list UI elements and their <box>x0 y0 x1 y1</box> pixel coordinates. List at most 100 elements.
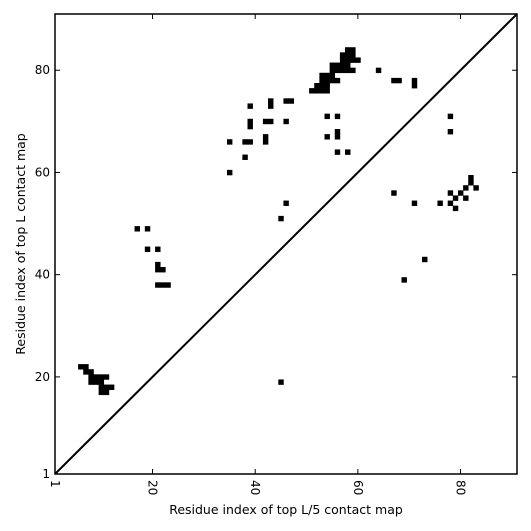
contact-point <box>339 62 346 68</box>
contact-point <box>262 134 269 140</box>
contact-point <box>319 83 325 89</box>
contact-point <box>88 374 94 380</box>
contact-point <box>103 374 110 380</box>
contact-point <box>262 118 269 125</box>
contact-point <box>283 200 289 206</box>
contact-point <box>83 364 89 370</box>
contact-point <box>452 195 459 201</box>
contact-point <box>350 47 356 53</box>
x-tick-label: 20 <box>146 480 160 495</box>
contact-point <box>324 83 330 89</box>
contact-point <box>324 88 330 94</box>
contact-point <box>319 77 325 84</box>
contact-point <box>268 118 274 125</box>
contact-point <box>350 67 356 74</box>
contact-point <box>98 379 105 385</box>
plot-frame <box>54 13 518 475</box>
contact-point <box>463 195 469 201</box>
contact-point <box>345 47 351 53</box>
contact-point <box>155 246 161 252</box>
contact-point <box>345 62 351 68</box>
y-tick-label: 1 <box>42 467 50 481</box>
contact-point <box>391 190 397 196</box>
contact-point <box>144 246 151 252</box>
contact-point <box>329 62 336 68</box>
contact-point <box>334 129 341 135</box>
contact-point <box>160 282 166 288</box>
contact-point <box>103 384 110 390</box>
contact-point <box>334 134 341 140</box>
contact-point <box>329 72 336 79</box>
contact-point <box>329 67 336 74</box>
contact-point <box>437 200 443 206</box>
contact-point <box>247 123 253 130</box>
y-tick-label: 40 <box>35 268 50 282</box>
contact-point <box>339 57 346 63</box>
contact-point <box>247 118 253 125</box>
y-tick-label: 20 <box>35 370 50 384</box>
contact-point <box>160 267 166 273</box>
contact-point <box>242 154 248 160</box>
contact-point <box>375 67 382 74</box>
contact-point <box>350 57 356 63</box>
axis-ticks: 1 20 40 60 80 1 20 40 60 80 <box>35 14 517 495</box>
y-tick-label: 80 <box>35 63 50 77</box>
contact-point <box>278 379 284 385</box>
contact-point <box>93 374 99 380</box>
contact-point <box>324 72 330 79</box>
x-tick-label: 1 <box>48 480 62 488</box>
y-axis-label: Residue index of top L contact map <box>13 133 28 354</box>
x-tick-label: 80 <box>454 480 468 495</box>
contact-point <box>396 77 402 84</box>
contact-point <box>447 200 454 206</box>
contact-point <box>314 88 320 94</box>
contact-points <box>78 47 479 396</box>
contact-point <box>324 134 330 140</box>
contact-point <box>283 118 289 125</box>
contact-point <box>473 185 479 191</box>
contact-point <box>334 67 341 74</box>
contact-point <box>339 67 346 74</box>
contact-point <box>108 384 115 390</box>
contact-point <box>165 282 171 288</box>
contact-point <box>98 374 105 380</box>
contact-point <box>345 67 351 74</box>
contact-point <box>355 57 361 63</box>
contact-point <box>268 98 274 104</box>
y-tick-label: 60 <box>35 165 50 179</box>
contact-point <box>268 103 274 109</box>
contact-point <box>78 364 84 370</box>
x-tick-label: 40 <box>248 480 262 495</box>
contact-point <box>309 88 315 94</box>
contact-point <box>345 52 351 58</box>
contact-point <box>288 98 294 104</box>
contact-point <box>155 267 161 273</box>
contact-point <box>411 200 418 206</box>
contact-point <box>98 384 105 390</box>
contact-point <box>226 169 233 176</box>
contact-point <box>391 77 397 84</box>
contact-point <box>452 205 459 212</box>
x-axis-label: Residue index of top L/5 contact map <box>169 502 403 517</box>
contact-point <box>468 175 474 181</box>
contact-point <box>93 379 99 385</box>
contact-point <box>463 185 469 191</box>
contact-point <box>319 88 325 94</box>
contact-point <box>278 215 284 222</box>
contact-point <box>324 77 330 84</box>
contact-point <box>339 52 346 58</box>
contact-point <box>447 190 454 196</box>
contact-point <box>247 103 253 109</box>
contact-point <box>422 256 428 263</box>
contact-point <box>334 149 341 155</box>
contact-point <box>447 113 454 120</box>
contact-point <box>242 139 248 145</box>
contact-point <box>319 72 325 79</box>
x-tick-label: 60 <box>351 480 365 495</box>
contact-point <box>334 62 341 68</box>
contact-point <box>457 190 464 196</box>
contact-point <box>88 379 94 385</box>
contact-point <box>411 77 418 84</box>
contact-point <box>401 277 407 283</box>
